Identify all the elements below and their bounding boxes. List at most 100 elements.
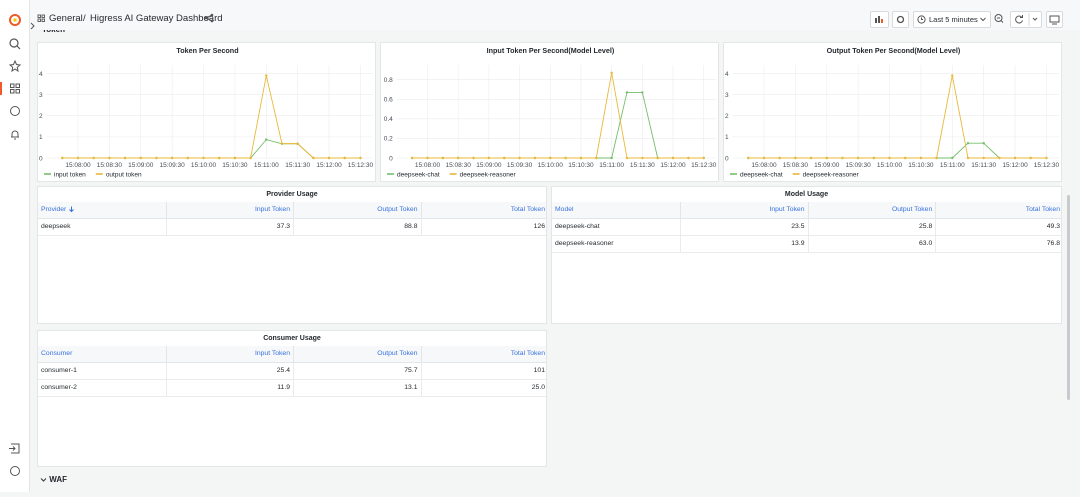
- legend-label[interactable]: deepseek-chat: [740, 171, 783, 178]
- data-point: [841, 156, 844, 160]
- time-picker[interactable]: Last 5 minutes: [913, 11, 991, 28]
- data-point: [533, 156, 537, 160]
- logo[interactable]: [9, 14, 21, 26]
- share-icon[interactable]: [204, 13, 214, 23]
- y-tick-label: 3: [725, 92, 729, 99]
- data-point: [1013, 156, 1017, 160]
- alert-icon[interactable]: [11, 130, 19, 140]
- x-tick-label: 15:11:30: [285, 162, 310, 169]
- data-point: [410, 156, 414, 160]
- table-cell: 76.8: [935, 236, 1061, 252]
- sidebar-icons: [0, 14, 22, 476]
- data-point: [139, 156, 142, 160]
- x-tick-label: 15:11:30: [971, 162, 996, 169]
- column-header-text: Input Token: [769, 206, 805, 213]
- expand-icon[interactable]: [30, 22, 35, 30]
- data-point: [265, 74, 268, 77]
- table-row: [552, 219, 1061, 236]
- data-point: [778, 156, 781, 160]
- breadcrumb-root[interactable]: General: [49, 13, 83, 24]
- table-title: Provider Usage: [266, 191, 318, 198]
- zoom-out-button[interactable]: [992, 11, 1006, 26]
- settings-button[interactable]: [892, 11, 909, 28]
- data-point: [92, 156, 95, 160]
- column-header-text: Output Token: [377, 350, 418, 357]
- column-header[interactable]: Model: [552, 202, 680, 218]
- x-tick-label: 15:12:00: [660, 162, 686, 169]
- data-point: [904, 156, 907, 160]
- column-header-text: Provider: [41, 206, 67, 213]
- series-line: [412, 72, 704, 159]
- column-header[interactable]: Total Token: [420, 346, 547, 362]
- data-point: [825, 156, 828, 160]
- data-point: [579, 156, 583, 160]
- table-panel: Model Usage Model Input Token Output Token T…: [551, 186, 1062, 324]
- data-point: [108, 156, 111, 160]
- data-point: [61, 156, 64, 160]
- scrollbar[interactable]: [1067, 195, 1070, 400]
- legend-label[interactable]: deepseek-chat: [397, 171, 440, 178]
- series-line: [62, 75, 361, 159]
- chart-title: Token Per Second: [176, 46, 238, 55]
- add-panel-icon: [875, 16, 883, 23]
- data-point: [343, 156, 346, 160]
- data-point: [610, 71, 613, 75]
- logo-core: [13, 18, 17, 22]
- active-indicator: [0, 82, 2, 95]
- column-header[interactable]: Total Token: [935, 202, 1061, 218]
- explore-icon[interactable]: [10, 106, 20, 116]
- data-point: [441, 156, 445, 160]
- table-cell: 11.9: [165, 380, 294, 396]
- column-header[interactable]: Provider: [38, 202, 166, 218]
- x-tick-label: 15:08:00: [415, 162, 441, 169]
- dashboards-icon[interactable]: [10, 83, 20, 94]
- chart: Input Token Per Second(Model Level) 0 0.2 0…: [384, 46, 717, 178]
- search-icon[interactable]: [9, 38, 19, 48]
- table-cell: 23.5: [679, 219, 808, 235]
- chart-panel: Output Token Per Second(Model Level) 0 1 2 3…: [723, 42, 1062, 182]
- table-row: [38, 380, 546, 397]
- x-tick-label: 15:10:00: [877, 162, 903, 169]
- star-icon[interactable]: [8, 59, 22, 73]
- y-tick-label: 0.6: [384, 97, 393, 104]
- x-tick-label: 15:12:30: [348, 162, 374, 169]
- breadcrumb-separator: /: [83, 13, 86, 24]
- column-header[interactable]: Input Token: [679, 202, 808, 218]
- column-header[interactable]: Input Token: [165, 346, 294, 362]
- refresh-button[interactable]: [1010, 11, 1042, 28]
- data-point: [935, 156, 938, 160]
- column-header[interactable]: Output Token: [293, 346, 421, 362]
- row-header[interactable]: WAF: [40, 475, 67, 484]
- column-header[interactable]: Output Token: [293, 202, 421, 218]
- column-header-text: Input Token: [254, 206, 290, 213]
- column-header[interactable]: Consumer: [38, 346, 166, 362]
- column-header[interactable]: Total Token: [420, 202, 547, 218]
- legend-label[interactable]: output token: [106, 171, 142, 178]
- table-title: Model Usage: [784, 191, 829, 198]
- data-point: [610, 156, 613, 160]
- legend-label[interactable]: input token: [54, 171, 86, 178]
- tv-icon: [1049, 15, 1060, 25]
- x-tick-label: 15:10:30: [222, 162, 248, 169]
- data-point: [856, 156, 860, 160]
- x-tick-label: 15:08:30: [446, 162, 472, 169]
- zoom-out-icon: [994, 14, 1004, 23]
- signin-icon[interactable]: [9, 443, 20, 454]
- add-panel-button[interactable]: [870, 11, 889, 28]
- data-point: [641, 156, 644, 160]
- column-header[interactable]: Input Token: [165, 202, 294, 218]
- column-header[interactable]: Output Token: [807, 202, 936, 218]
- table-row: [552, 236, 1061, 253]
- y-tick-label: 0.4: [384, 116, 393, 123]
- legend-label[interactable]: deepseek-reasoner: [803, 171, 860, 178]
- column-header-text: Consumer: [41, 350, 73, 357]
- table-cell: 63.0: [807, 236, 936, 252]
- top-bar: General / Higress AI Gateway Dashboard L…: [30, 0, 1080, 30]
- table-header-row: [38, 202, 546, 219]
- refresh-icon: [1015, 13, 1038, 26]
- legend-label[interactable]: deepseek-reasoner: [460, 171, 517, 178]
- x-tick-label: 15:09:00: [128, 162, 154, 169]
- data-point: [794, 156, 797, 160]
- tv-mode-button[interactable]: [1046, 11, 1063, 28]
- help-icon[interactable]: [10, 466, 20, 476]
